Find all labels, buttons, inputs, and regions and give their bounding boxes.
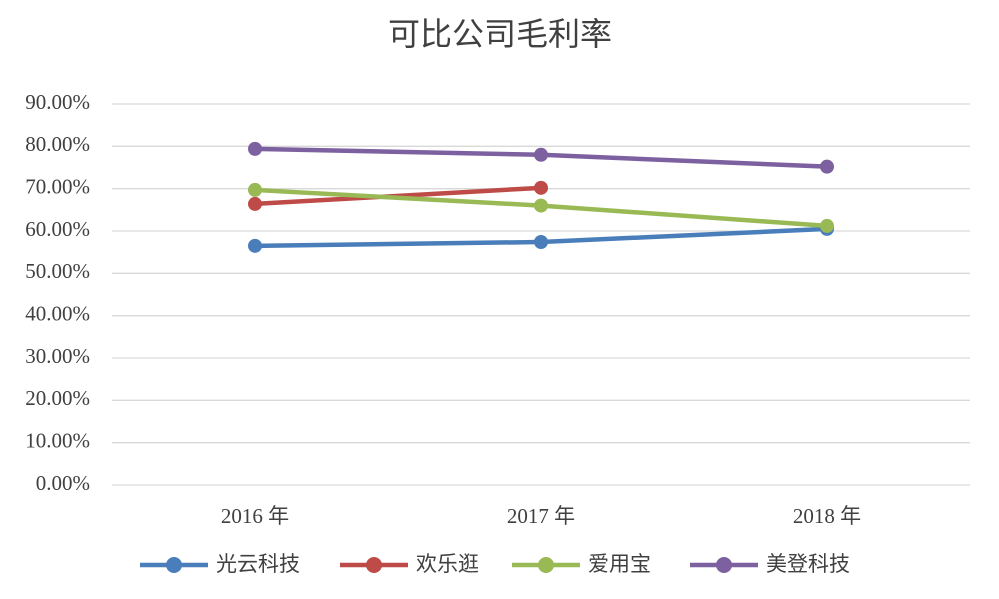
legend-marker [366,557,382,573]
data-point [534,235,548,250]
legend-marker [166,557,182,573]
legend-label: 美登科技 [766,552,850,576]
data-point [820,159,834,174]
data-point [820,218,834,233]
legend-label: 欢乐逛 [416,552,479,576]
data-point [248,182,262,197]
legend-label: 光云科技 [216,552,300,576]
x-tick-label: 2018 年 [793,504,861,528]
x-tick-label: 2017 年 [507,504,575,528]
data-point [534,180,548,195]
y-tick-label: 10.00% [25,428,90,452]
y-tick-label: 60.00% [25,217,90,241]
y-tick-label: 0.00% [36,471,90,495]
y-tick-label: 70.00% [25,174,90,198]
y-tick-label: 20.00% [25,386,90,410]
x-tick-label: 2016 年 [221,504,289,528]
data-point [534,147,548,162]
chart-title: 可比公司毛利率 [388,15,612,53]
data-point [248,141,262,156]
data-point [248,238,262,253]
y-tick-label: 30.00% [25,344,90,368]
legend-marker [538,557,554,573]
data-point [534,198,548,213]
data-point [248,196,262,211]
y-tick-label: 40.00% [25,301,90,325]
legend-label: 爱用宝 [588,552,651,576]
y-tick-label: 90.00% [25,90,90,114]
y-tick-label: 80.00% [25,132,90,156]
y-tick-label: 50.00% [25,259,90,283]
legend-marker [716,557,732,573]
